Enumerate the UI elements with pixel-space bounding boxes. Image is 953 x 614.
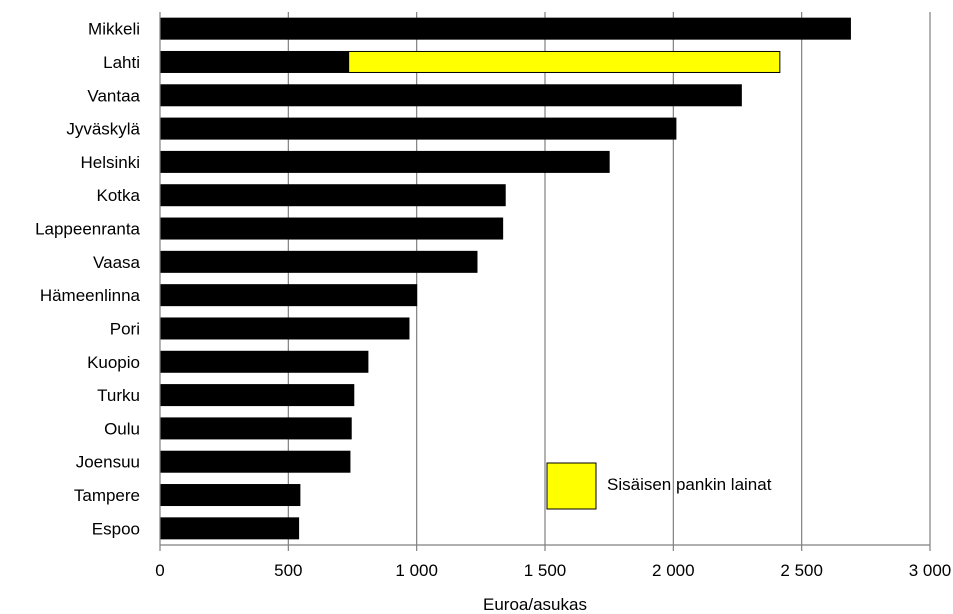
x-tick-labels: 0 500 1 000 1 500 2 000 2 500 3 000	[155, 561, 951, 580]
bar-main	[159, 117, 677, 140]
bar-main	[159, 384, 355, 407]
bar-main	[159, 50, 350, 73]
x-tick-label: 3 000	[909, 561, 952, 580]
x-tick-label: 0	[155, 561, 164, 580]
legend: Sisäisen pankin lainat	[546, 462, 772, 510]
bar-main	[159, 250, 478, 273]
category-label: Joensuu	[76, 453, 140, 472]
bar-main	[159, 350, 369, 373]
axes	[159, 12, 931, 551]
category-label: Vantaa	[87, 86, 140, 105]
x-tick-label: 2 000	[652, 561, 695, 580]
legend-label: Sisäisen pankin lainat	[607, 475, 772, 494]
bars	[159, 17, 851, 540]
x-tick-label: 2 500	[780, 561, 823, 580]
bar-main	[159, 150, 610, 173]
category-label: Kuopio	[87, 353, 140, 372]
category-label: Vaasa	[93, 253, 140, 272]
category-label: Pori	[110, 319, 140, 338]
bar-main	[159, 17, 851, 40]
category-label: Helsinki	[80, 153, 140, 172]
x-tick-label: 500	[274, 561, 302, 580]
bar-main	[159, 517, 300, 540]
category-label: Tampere	[74, 486, 140, 505]
category-labels: Mikkeli Lahti Vantaa Jyväskylä Helsinki Kotka…	[35, 20, 140, 539]
category-label: Espoo	[92, 519, 140, 538]
x-tick-label: 1 500	[524, 561, 567, 580]
x-axis-title: Euroa/asukas	[483, 595, 587, 614]
category-label: Lahti	[103, 53, 140, 72]
category-label: Turku	[97, 386, 140, 405]
bar-main	[159, 484, 301, 507]
bar-main	[159, 84, 742, 107]
legend-swatch	[546, 462, 597, 510]
category-label: Kotka	[97, 186, 141, 205]
bar-main	[159, 317, 410, 340]
bar-main	[159, 217, 504, 240]
bar-main	[159, 284, 418, 307]
category-label: Mikkeli	[88, 20, 140, 39]
category-label: Oulu	[104, 419, 140, 438]
category-label: Jyväskylä	[66, 120, 140, 139]
category-label: Lappeenranta	[35, 220, 140, 239]
bar-main	[159, 184, 506, 207]
bar-main	[159, 450, 351, 473]
bar-main	[159, 417, 352, 440]
category-label: Hämeenlinna	[40, 286, 141, 305]
x-tick-label: 1 000	[395, 561, 438, 580]
bar-internal-loans	[348, 50, 781, 73]
